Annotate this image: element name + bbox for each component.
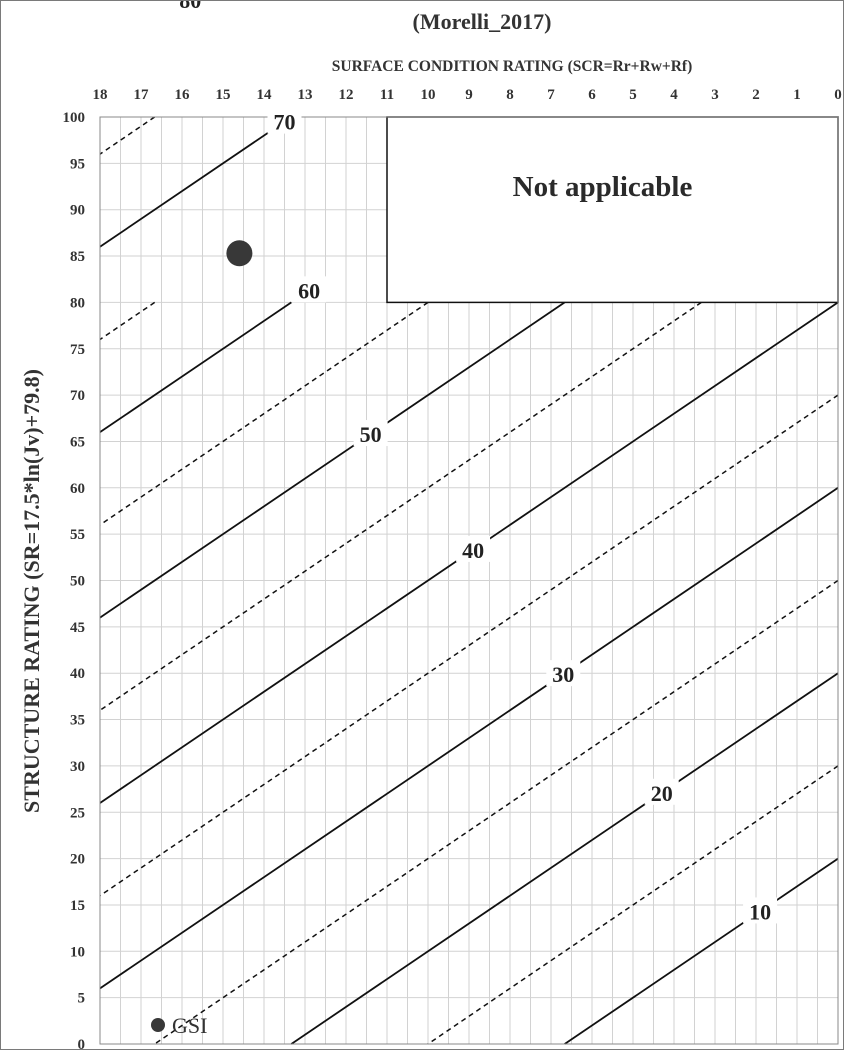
contour-label-bg <box>546 660 581 687</box>
gsi-contour <box>99 301 566 619</box>
y-tick-label: 70 <box>70 388 85 404</box>
not-applicable-label: Not applicable <box>513 171 693 203</box>
y-tick-label: 60 <box>70 481 85 497</box>
gsi-contours <box>99 116 839 1045</box>
y-tick-label: 95 <box>70 156 85 172</box>
x-axis-title: SURFACE CONDITION RATING (SCR=Rr+Rw+Rf) <box>332 58 692 75</box>
contour-label-bg <box>173 1 208 13</box>
gsi-data-point <box>226 240 253 267</box>
gsi-contour-dashed <box>99 301 156 341</box>
contour-label-bg <box>353 420 388 447</box>
x-tick-label: 5 <box>629 87 637 103</box>
y-tick-label: 30 <box>70 759 85 775</box>
contour-label-bg <box>267 107 302 134</box>
gsi-contour <box>99 487 839 990</box>
x-tick-label: 12 <box>339 87 354 103</box>
legend-gsi-label: GSI <box>172 1013 207 1038</box>
data-points <box>226 240 253 267</box>
legend: GSI <box>151 1013 207 1038</box>
x-tick-label: 16 <box>175 87 191 103</box>
plot-border <box>99 116 839 1045</box>
legend-gsi-marker <box>151 1018 165 1032</box>
y-tick-label: 80 <box>70 295 85 311</box>
gsi-contour-dashed <box>99 394 839 897</box>
x-tick-label: 4 <box>670 87 678 103</box>
y-tick-label: 90 <box>70 203 85 219</box>
contour-label: 80 <box>179 1 201 13</box>
gsi-contour <box>564 857 839 1045</box>
contour-label: 20 <box>651 781 673 806</box>
y-tick-label: 0 <box>78 1037 86 1053</box>
x-tick-label: 13 <box>298 87 313 103</box>
contour-label: 50 <box>360 422 382 447</box>
x-tick-labels: 18 17 16 15 14 13 12 11 10 9 8 7 6 5 4 3 2 1 0 <box>93 87 842 103</box>
gsi-contour-dashed <box>427 765 839 1045</box>
contour-label: 60 <box>298 278 320 303</box>
y-tick-label: 10 <box>70 944 85 960</box>
y-tick-label: 45 <box>70 620 85 636</box>
y-tick-label: 15 <box>70 898 85 914</box>
x-tick-label: 11 <box>380 87 394 103</box>
y-tick-label: 35 <box>70 713 85 729</box>
contour-label-bg <box>292 276 327 303</box>
y-tick-label: 5 <box>78 991 86 1007</box>
contour-labels: 908070605040302010 <box>173 1 778 924</box>
x-tick-label: 7 <box>547 87 555 103</box>
chart-title: (Morelli_2017) <box>413 9 552 34</box>
x-tick-label: 14 <box>257 87 273 103</box>
contour-label: 10 <box>749 899 771 924</box>
y-tick-label: 85 <box>70 249 85 265</box>
y-tick-label: 40 <box>70 666 85 682</box>
contour-label-bg <box>644 778 679 805</box>
gsi-contour <box>290 672 839 1045</box>
contour-label-bg <box>743 897 778 924</box>
gsi-contour-dashed <box>99 301 429 526</box>
y-axis-title: STRUCTURE RATING (SR=17.5*ln(Jv)+79.8) <box>19 369 44 813</box>
y-tick-label: 25 <box>70 805 85 821</box>
y-tick-label: 20 <box>70 852 85 868</box>
contour-label: 40 <box>462 538 484 563</box>
x-tick-label: 1 <box>793 87 801 103</box>
contour-label: 70 <box>274 110 296 135</box>
x-tick-label: 10 <box>421 87 436 103</box>
x-tick-label: 15 <box>216 87 231 103</box>
x-tick-label: 0 <box>834 87 842 103</box>
gsi-contour <box>99 116 292 248</box>
x-tick-label: 2 <box>752 87 760 103</box>
y-tick-label: 75 <box>70 342 85 358</box>
x-tick-label: 3 <box>711 87 719 103</box>
not-applicable-region <box>386 116 839 304</box>
x-tick-label: 9 <box>465 87 473 103</box>
gsi-contour-dashed <box>99 116 156 155</box>
y-tick-label: 100 <box>63 110 86 126</box>
contour-label: 30 <box>552 662 574 687</box>
gsi-contour-dashed <box>99 301 702 711</box>
x-tick-label: 6 <box>588 87 596 103</box>
gsi-contour-dashed <box>154 579 839 1045</box>
gsi-contour <box>99 301 292 433</box>
contour-label-bg <box>456 535 491 562</box>
y-tick-label: 55 <box>70 527 85 543</box>
x-tick-label: 8 <box>506 87 514 103</box>
y-tick-labels: 0 5 10 15 20 25 30 35 40 45 50 55 60 65 70 75 80 85 90 95 10… <box>63 110 86 1053</box>
x-tick-label: 18 <box>93 87 108 103</box>
x-tick-label: 17 <box>134 87 150 103</box>
y-tick-label: 65 <box>70 434 85 450</box>
y-tick-label: 50 <box>70 574 85 590</box>
